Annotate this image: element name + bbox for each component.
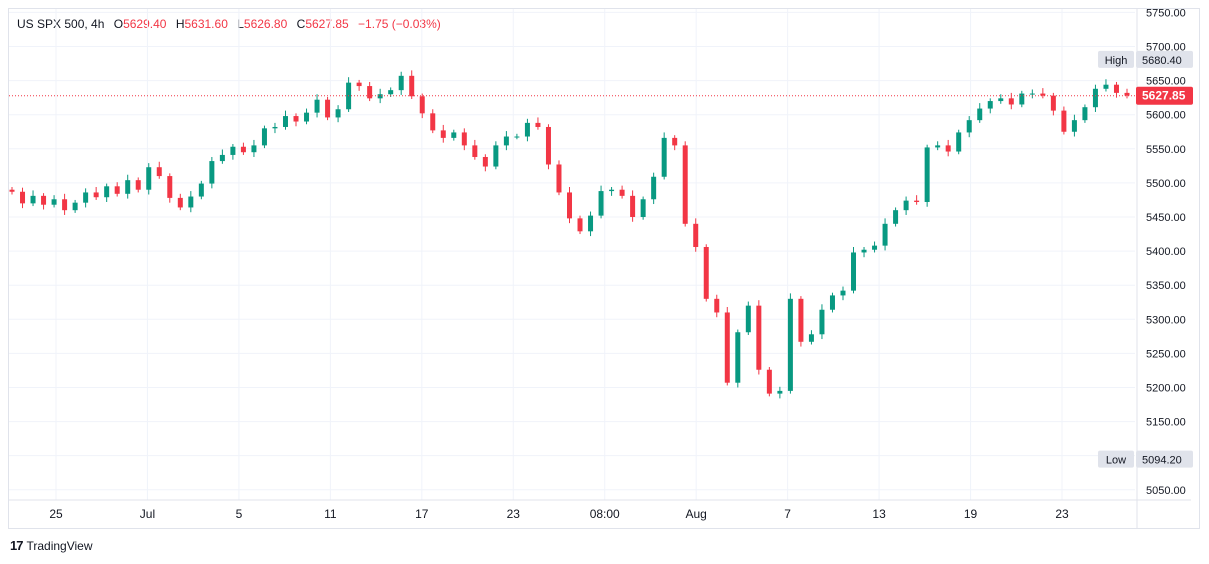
high-label: H — [175, 17, 185, 31]
open-label: O — [113, 17, 124, 31]
low-value: 5626.80 — [243, 17, 288, 31]
tradingview-attribution[interactable]: 17 TradingView — [10, 538, 93, 553]
chart-frame — [8, 8, 1200, 529]
tradingview-logo-icon: 17 — [10, 538, 24, 553]
close-label: C — [296, 17, 306, 31]
close-value: 5627.85 — [305, 17, 349, 31]
change-value: −1.75 (−0.03%) — [358, 17, 441, 31]
symbol-legend: US SPX 500, 4h O5629.40 H5631.60 L5626.8… — [17, 17, 441, 31]
low-label: L — [237, 17, 244, 31]
symbol-name: US SPX 500, 4h — [17, 17, 105, 31]
brand-name: TradingView — [26, 538, 93, 553]
high-value: 5631.60 — [184, 17, 228, 31]
open-value: 5629.40 — [123, 17, 167, 31]
